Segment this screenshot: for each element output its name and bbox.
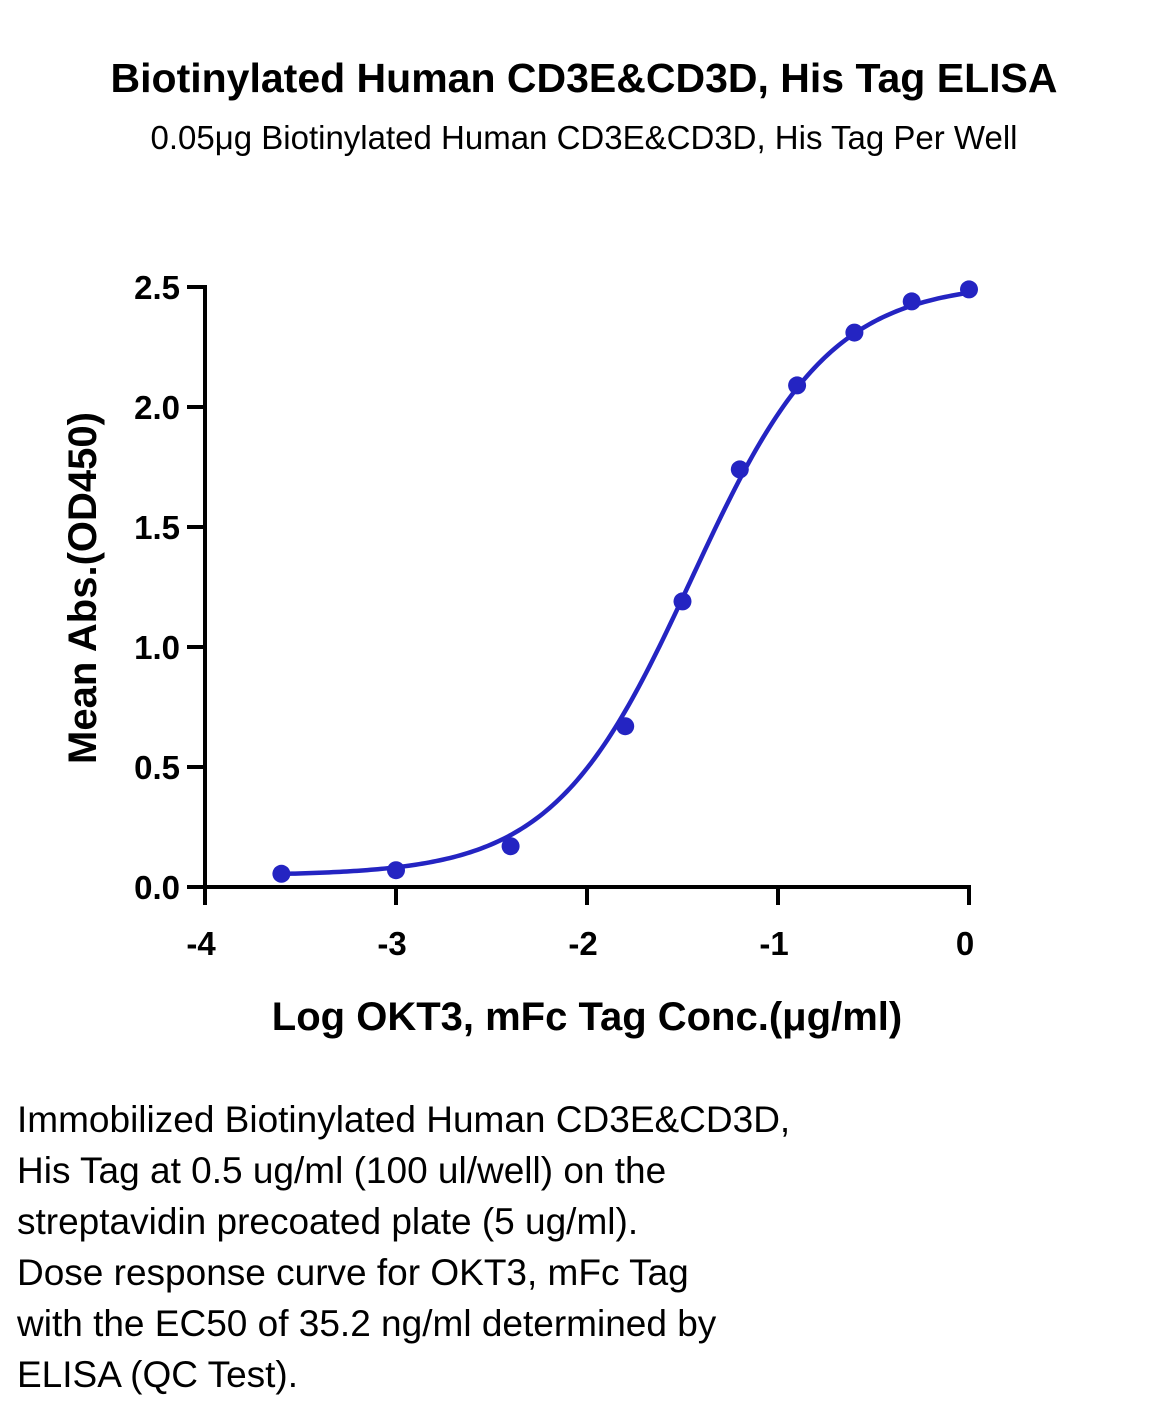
data-point	[387, 861, 405, 880]
x-tick-label: -2	[568, 925, 597, 962]
caption-line: with the EC50 of 35.2 ng/ml determined b…	[17, 1303, 717, 1344]
y-tick-label: 2.0	[134, 389, 180, 426]
chart-ticks: 0.0 0.5 1.0 1.5 2.0 2.5 -4 -3 -2 -1 0	[134, 269, 974, 962]
chart-axes	[203, 285, 971, 889]
fit-curve-group	[281, 290, 970, 877]
chart-title: Biotinylated Human CD3E&CD3D, His Tag EL…	[110, 55, 1058, 101]
y-tick-label: 0.5	[134, 749, 180, 786]
figure-caption: Immobilized Biotinylated Human CD3E&CD3D…	[17, 1094, 1137, 1400]
x-tick-label: 0	[956, 925, 974, 962]
x-tick-label: -4	[186, 925, 216, 962]
data-point	[616, 717, 635, 736]
chart-subtitle: 0.05μg Biotinylated Human CD3E&CD3D, His…	[150, 119, 1018, 156]
caption-line: Dose response curve for OKT3, mFc Tag	[17, 1252, 689, 1293]
data-point	[272, 864, 291, 883]
data-point	[788, 376, 807, 395]
y-tick-label: 2.5	[134, 269, 180, 306]
data-point	[501, 837, 520, 856]
data-points	[272, 280, 978, 883]
x-axis-label: Log OKT3, mFc Tag Conc.(μg/ml)	[272, 995, 902, 1039]
x-tick-label: -1	[759, 925, 788, 962]
caption-line: streptavidin precoated plate (5 ug/ml).	[17, 1201, 639, 1242]
caption-line: Immobilized Biotinylated Human CD3E&CD3D…	[17, 1099, 791, 1140]
data-point	[902, 292, 921, 311]
chart-plot: 0.0 0.5 1.0 1.5 2.0 2.5 -4 -3 -2 -1 0 Log OKT3, mF…	[61, 269, 978, 1039]
y-tick-label: 0.0	[134, 869, 180, 906]
y-axis-label: Mean Abs.(OD450)	[61, 412, 105, 764]
x-tick-label: -3	[377, 925, 406, 962]
data-point	[730, 460, 749, 479]
y-tick-label: 1.0	[134, 629, 180, 666]
caption-line: His Tag at 0.5 ug/ml (100 ul/well) on th…	[17, 1150, 667, 1191]
y-tick-label: 1.5	[134, 509, 180, 546]
caption-line: ELISA (QC Test).	[17, 1354, 299, 1395]
data-point	[673, 592, 692, 611]
fit-curve	[281, 290, 970, 877]
data-point	[960, 280, 978, 299]
data-point	[845, 323, 864, 342]
